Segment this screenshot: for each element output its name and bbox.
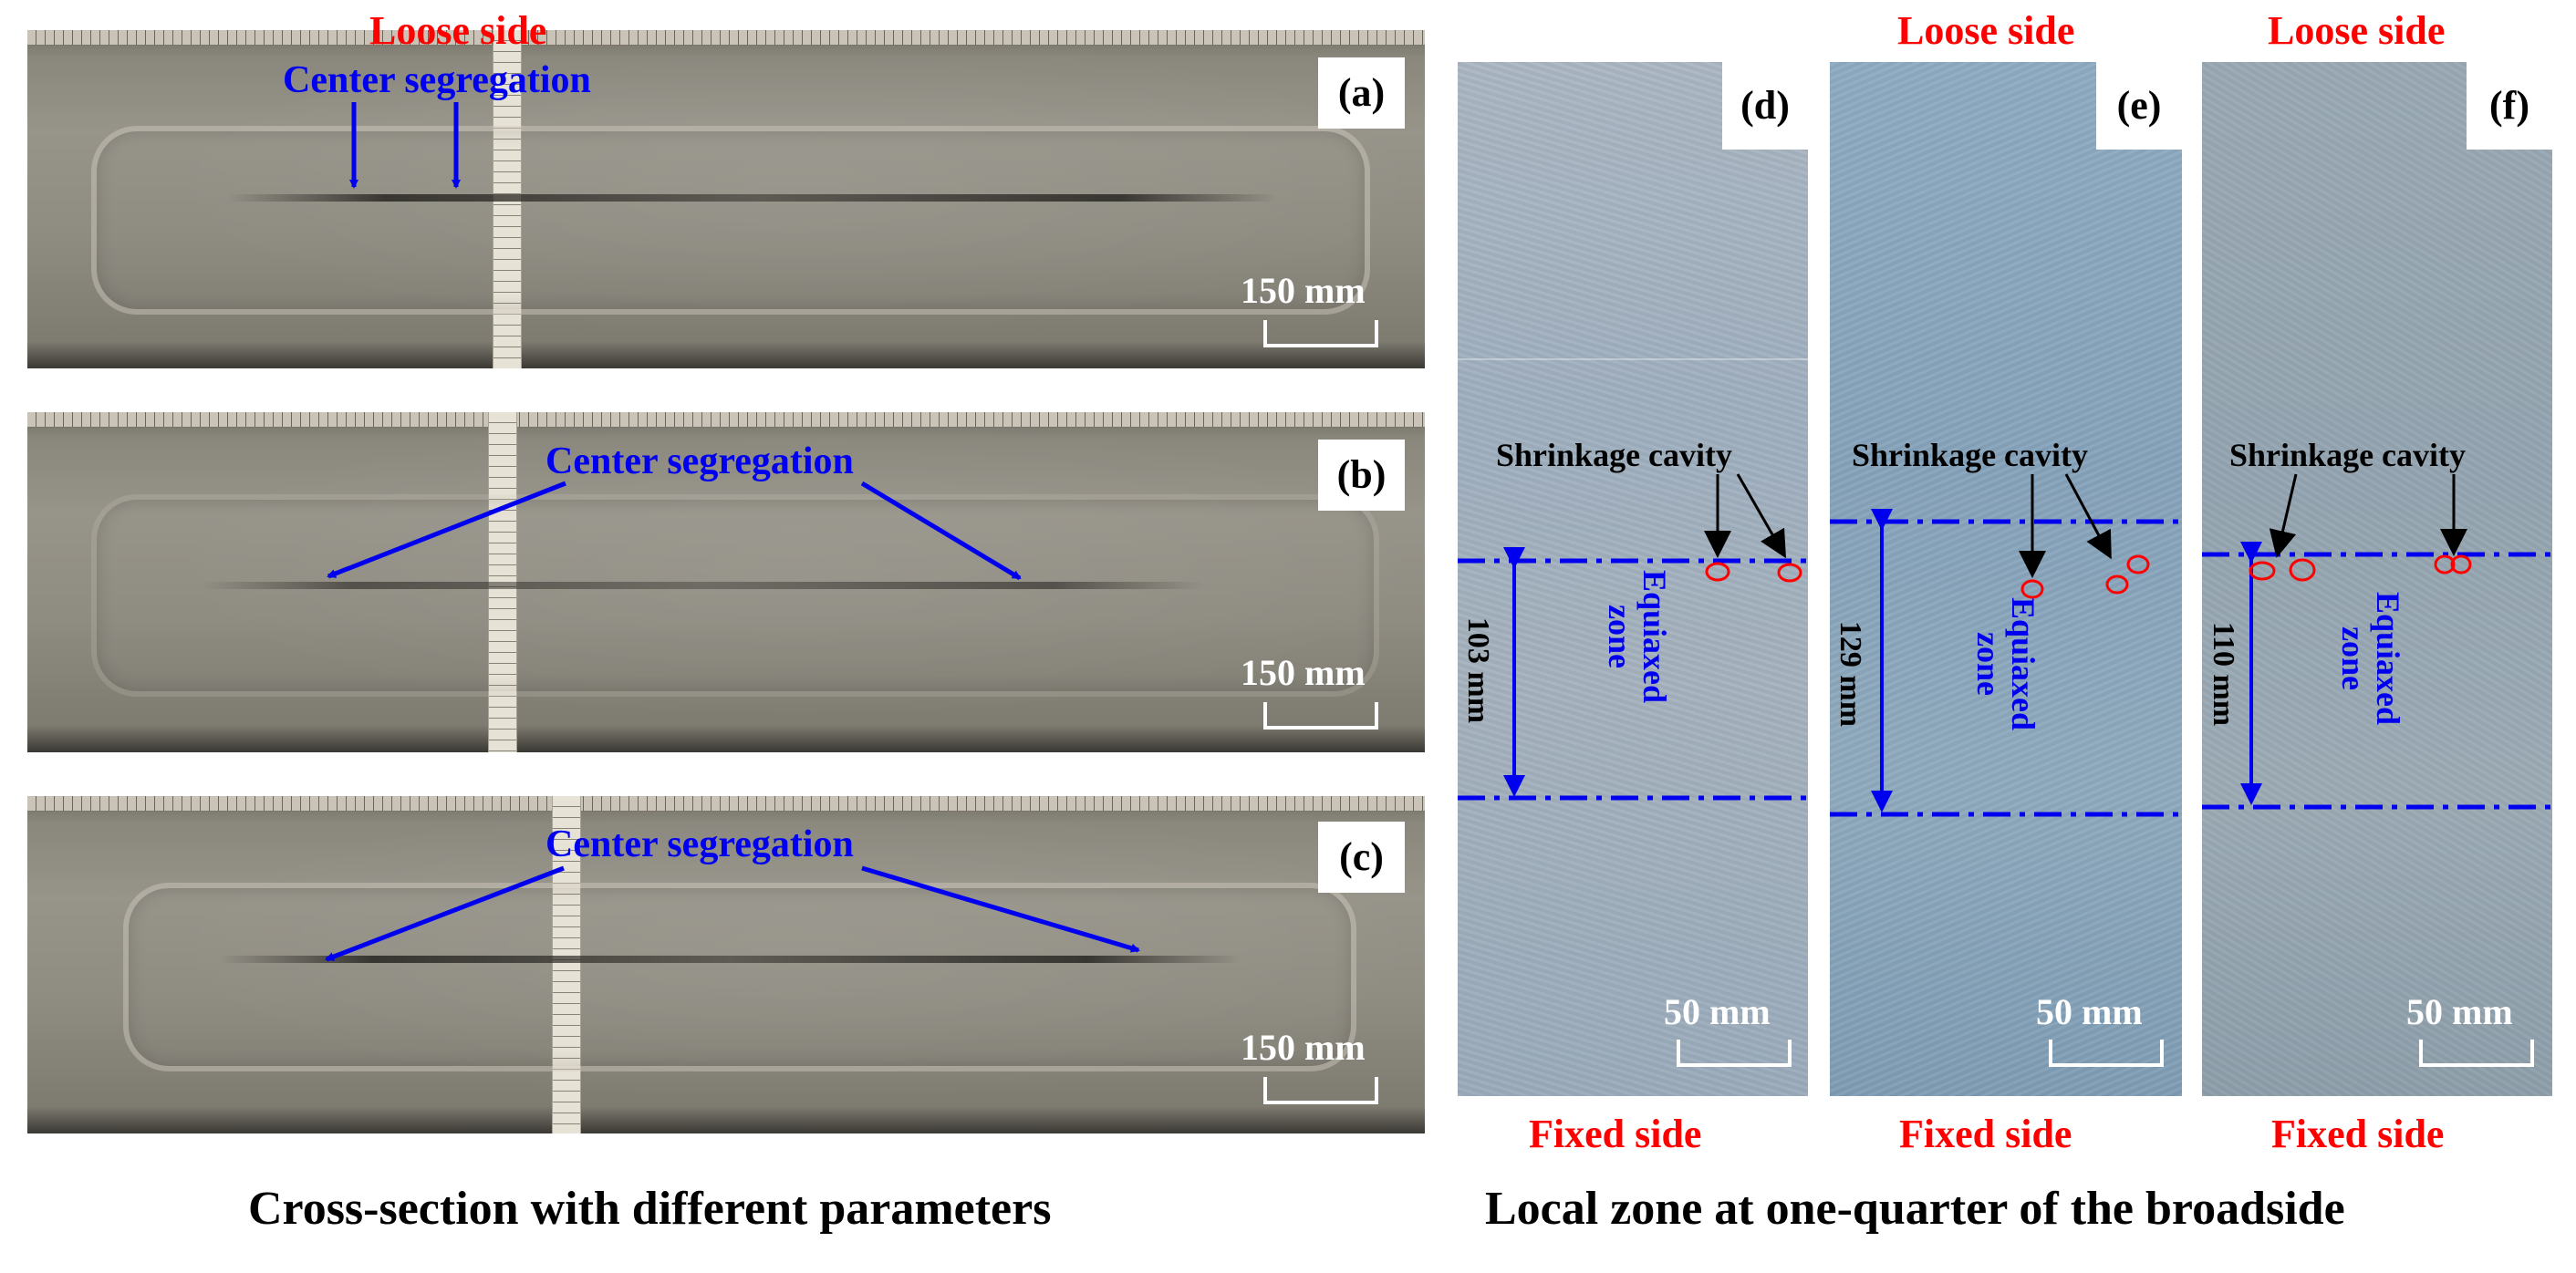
scale-label-e: 50 mm xyxy=(2036,991,2143,1032)
scale-bar-c xyxy=(1263,1077,1378,1104)
center-segregation-label-a: Center segregation xyxy=(283,59,591,101)
fixed-side-label-d: Fixed side xyxy=(1529,1112,1702,1156)
cavity-marker-e2 xyxy=(2105,574,2129,595)
shrinkage-cavity-label-f: Shrinkage cavity xyxy=(2229,437,2467,473)
shrinkage-cavity-label-d: Shrinkage cavity xyxy=(1496,437,1733,473)
cavity-arrow-d2 xyxy=(1736,473,1786,559)
center-segregation-label-c: Center segregation xyxy=(545,823,854,865)
cavity-marker-f2 xyxy=(2289,558,2316,582)
caption-local-zone: Local zone at one-quarter of the broadsi… xyxy=(1485,1183,2345,1235)
loose-side-label-f: Loose side xyxy=(2268,8,2446,53)
ruler-vertical-c xyxy=(552,796,581,1133)
scale-label-b: 150 mm xyxy=(1241,652,1366,693)
scale-bar-f xyxy=(2419,1040,2534,1067)
columnar-boundary-b xyxy=(91,494,1379,697)
cavity-marker-f3 xyxy=(2434,554,2456,574)
scale-label-f: 50 mm xyxy=(2406,991,2513,1032)
caption-cross-section: Cross-section with different parameters xyxy=(248,1183,1052,1235)
panel-tag-d: (d) xyxy=(1722,62,1808,150)
cavity-arrow-f1 xyxy=(2269,473,2298,558)
scale-bar-a xyxy=(1263,320,1378,347)
ruler-top-a xyxy=(27,30,1425,46)
scale-label-c: 150 mm xyxy=(1241,1027,1366,1068)
cavity-arrow-e2 xyxy=(2064,473,2112,560)
fixed-side-label-e: Fixed side xyxy=(1899,1112,2072,1156)
columnar-boundary-a xyxy=(91,126,1370,315)
loose-side-label-e: Loose side xyxy=(1897,8,2075,53)
scale-label-a: 150 mm xyxy=(1241,270,1366,311)
ruler-top-c xyxy=(27,796,1425,812)
panel-tag-f: (f) xyxy=(2467,62,2552,150)
panel-tag-c: (c) xyxy=(1318,822,1405,893)
scale-bar-b xyxy=(1263,702,1378,730)
cross-section-photo-a: (a) 150 mm xyxy=(27,30,1425,368)
cavity-marker-f1 xyxy=(2249,561,2276,581)
ruler-top-b xyxy=(27,412,1425,428)
segregation-arrow-c2 xyxy=(861,865,1140,953)
shrinkage-cavity-label-e: Shrinkage cavity xyxy=(1852,437,2089,473)
segregation-arrow-b1 xyxy=(327,481,566,579)
scale-bar-e xyxy=(2049,1040,2164,1067)
fixed-side-label-f: Fixed side xyxy=(2271,1112,2445,1156)
scale-label-d: 50 mm xyxy=(1664,991,1771,1032)
seam-line-d xyxy=(1458,358,1808,360)
segregation-line-c xyxy=(219,956,1241,963)
panel-tag-a: (a) xyxy=(1318,57,1405,129)
panel-tag-b: (b) xyxy=(1318,440,1405,511)
columnar-boundary-c xyxy=(123,883,1356,1071)
center-segregation-label-b: Center segregation xyxy=(545,440,854,482)
cavity-marker-f4 xyxy=(2450,554,2472,574)
panel-tag-e: (e) xyxy=(2096,62,2182,150)
scale-bar-d xyxy=(1677,1040,1792,1067)
cavity-marker-d1 xyxy=(1705,562,1730,582)
cavity-marker-e1 xyxy=(2020,579,2044,599)
segregation-line-b xyxy=(201,582,1204,589)
cross-section-photo-c: (c) 150 mm xyxy=(27,796,1425,1133)
loose-side-label-d: Loose side xyxy=(369,8,547,53)
segregation-arrow-b2 xyxy=(860,481,1022,581)
cross-section-photo-b: (b) 150 mm xyxy=(27,412,1425,752)
segregation-line-a xyxy=(228,194,1277,202)
segregation-arrow-c1 xyxy=(325,865,565,962)
cavity-marker-e3 xyxy=(2126,554,2150,574)
cavity-marker-d2 xyxy=(1777,563,1802,583)
